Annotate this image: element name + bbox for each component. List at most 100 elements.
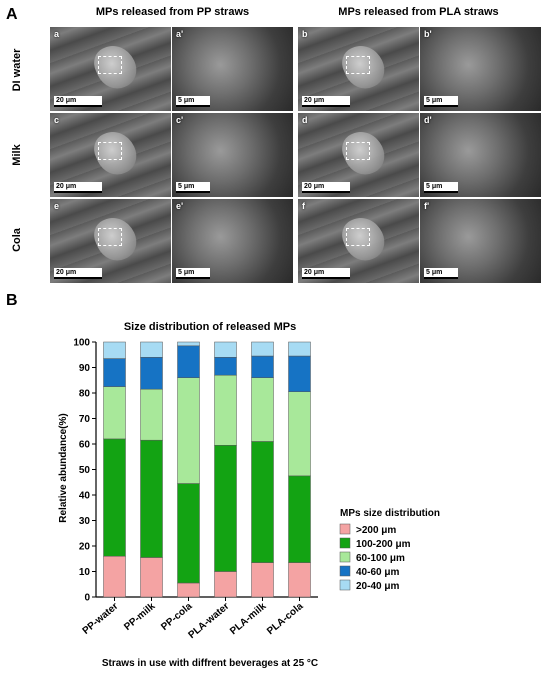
bar-segment	[288, 391, 311, 477]
y-tick-label: 70	[79, 414, 91, 425]
sem-image-label: c	[54, 115, 60, 125]
sem-image-label: e'	[176, 201, 184, 211]
scale-bar: 20 μm	[54, 96, 102, 107]
bar-segment	[251, 341, 274, 357]
scale-bar: 20 μm	[302, 268, 350, 279]
sem-image-a-prime: a' 5 μm	[172, 27, 293, 111]
bar-segment	[103, 555, 126, 598]
sem-image-label: f	[302, 201, 305, 211]
sem-image-b-prime: b' 5 μm	[420, 27, 541, 111]
legend-label: 100-200 μm	[356, 539, 411, 550]
scale-bar: 5 μm	[424, 96, 458, 107]
panel-b-letter: B	[6, 292, 18, 309]
bar-segment	[140, 439, 163, 558]
scale-bar: 20 μm	[54, 268, 102, 279]
legend-label: 60-100 μm	[356, 553, 405, 564]
sem-image-label: a	[54, 29, 60, 39]
bar-segment	[214, 357, 237, 376]
sem-image-a: a 20 μm	[50, 27, 171, 111]
scale-bar: 20 μm	[302, 96, 350, 107]
bar-segment	[140, 557, 163, 598]
sem-image-c: c 20 μm	[50, 113, 171, 197]
bar-segment	[214, 571, 237, 598]
y-tick-label: 50	[79, 465, 91, 476]
pp-column-header: MPs released from PP straws	[95, 6, 250, 18]
legend-label: 20-40 μm	[356, 581, 399, 592]
bar-segment	[251, 441, 274, 563]
x-tick-label: PP-milk	[122, 601, 158, 633]
scale-bar: 5 μm	[176, 268, 210, 279]
x-tick-label: PP-water	[81, 601, 121, 637]
sem-image-e: e 20 μm	[50, 199, 171, 283]
sem-image-label: c'	[176, 115, 184, 125]
sem-image-label: a'	[176, 29, 184, 39]
chart-title: Size distribution of released MPs	[124, 321, 296, 333]
legend-swatch	[339, 537, 351, 549]
sem-image-label: d'	[424, 115, 432, 125]
bar-segment	[140, 341, 163, 358]
x-tick-label: PP-cola	[159, 601, 195, 633]
y-axis-label: Relative abundance(%)	[58, 413, 69, 522]
pla-column-header: MPs released from PLA straws	[338, 6, 499, 18]
y-tick-label: 60	[79, 440, 91, 451]
y-tick-label: 10	[79, 567, 91, 578]
sem-image-label: e	[54, 201, 60, 211]
sem-image-f: f 20 μm	[298, 199, 419, 283]
bar-segment	[177, 341, 200, 347]
y-tick-label: 30	[79, 516, 91, 527]
zoom-region-box	[346, 56, 371, 74]
sem-image-label: d	[302, 115, 308, 125]
bar-segment	[251, 562, 274, 598]
legend-swatch	[339, 523, 351, 535]
bar-segment	[214, 374, 237, 446]
zoom-region-box	[98, 228, 123, 246]
bar-segment	[103, 438, 126, 557]
scale-bar: 5 μm	[176, 182, 210, 193]
y-tick-label: 0	[84, 593, 90, 604]
sem-image-d: d 20 μm	[298, 113, 419, 197]
bar-segment	[214, 341, 237, 358]
zoom-region-box	[98, 56, 123, 74]
bar-segment	[288, 341, 311, 357]
bar-segment	[288, 562, 311, 598]
sem-image-d-prime: d' 5 μm	[420, 113, 541, 197]
scale-bar: 20 μm	[302, 182, 350, 193]
panel-a-letter: A	[6, 6, 18, 23]
bar-segment	[251, 377, 274, 442]
bar-segment	[177, 377, 200, 484]
bar-segment	[140, 357, 163, 390]
legend-title: MPs size distribution	[340, 508, 440, 519]
bar-segment	[214, 445, 237, 572]
x-tick-label: PLA-cola	[265, 601, 306, 638]
legend-swatch	[339, 579, 351, 591]
bar-segment	[177, 345, 200, 378]
x-axis-label: Straws in use with diffrent beverages at…	[102, 658, 318, 669]
zoom-region-box	[98, 142, 123, 160]
y-tick-label: 80	[79, 389, 91, 400]
zoom-region-box	[346, 228, 371, 246]
scale-bar: 20 μm	[54, 182, 102, 193]
y-tick-label: 100	[73, 338, 90, 349]
y-tick-label: 90	[79, 363, 91, 374]
legend-swatch	[339, 565, 351, 577]
y-tick-label: 40	[79, 491, 91, 502]
legend-swatch	[339, 551, 351, 563]
scale-bar: 5 μm	[176, 96, 210, 107]
y-tick-label: 20	[79, 542, 91, 553]
legend-label: >200 μm	[356, 525, 396, 536]
bar-segment	[140, 388, 163, 441]
sem-image-label: b'	[424, 29, 432, 39]
sem-image-label: f'	[424, 201, 430, 211]
sem-image-c-prime: c' 5 μm	[172, 113, 293, 197]
zoom-region-box	[346, 142, 371, 160]
bar-segment	[288, 355, 311, 392]
sem-image-e-prime: e' 5 μm	[172, 199, 293, 283]
x-tick-label: PLA-water	[186, 601, 231, 641]
sem-image-f-prime: f' 5 μm	[420, 199, 541, 283]
sem-image-b: b 20 μm	[298, 27, 419, 111]
bar-segment	[103, 341, 126, 359]
scale-bar: 5 μm	[424, 182, 458, 193]
legend-label: 40-60 μm	[356, 567, 399, 578]
bar-segment	[288, 475, 311, 563]
